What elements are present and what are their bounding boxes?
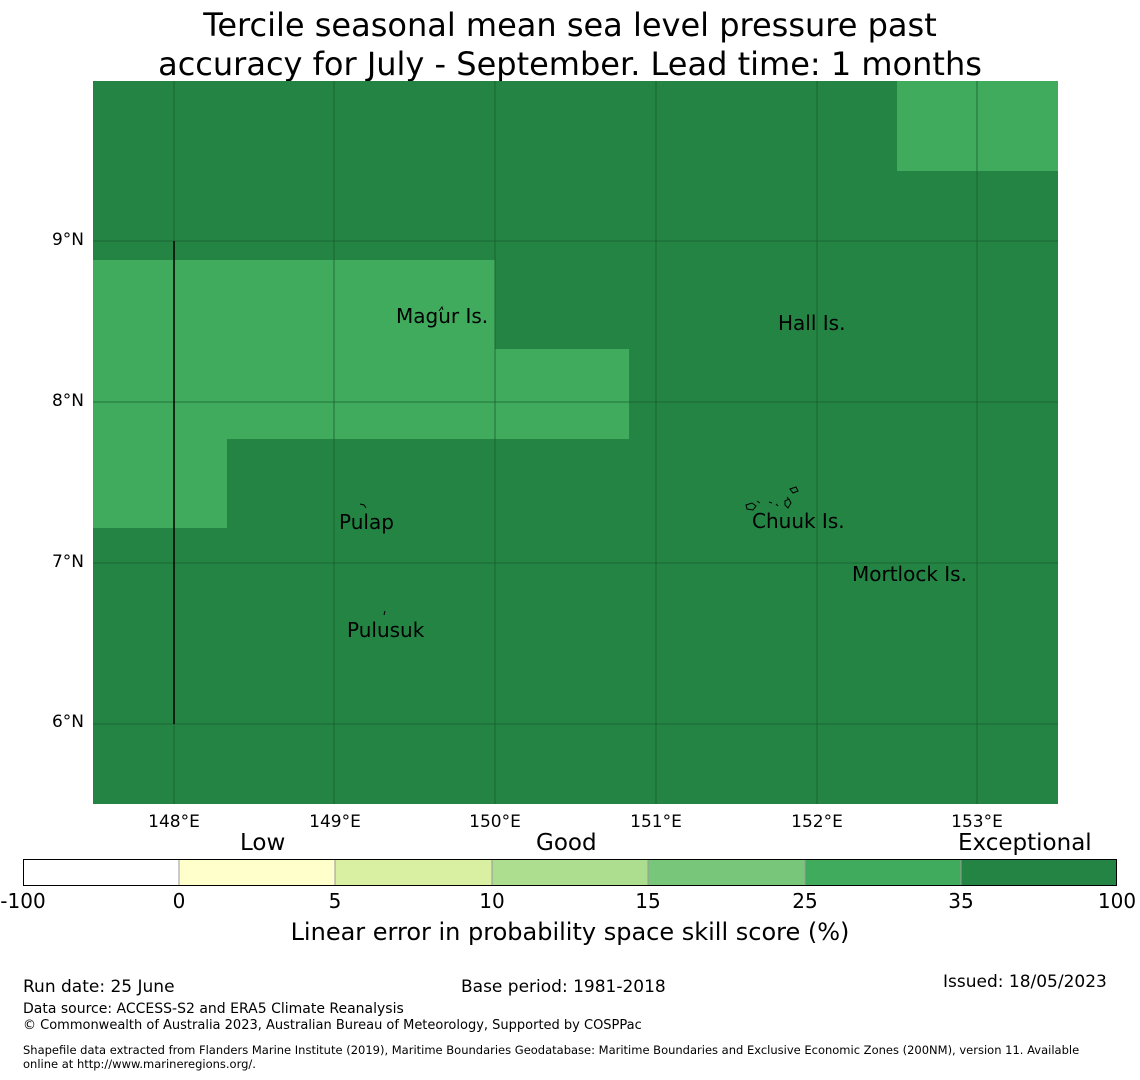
colorbar-label: Linear error in probability space skill … [290,918,850,946]
place-label-chuuk: Chuuk Is. [752,509,845,533]
colorbar-bin-5-10 [335,859,492,886]
legend-category-low: Low [240,830,286,856]
longitude-label-148e: 148°E [148,812,200,832]
place-label-hall: Hall Is. [778,311,846,335]
colorbar-tick-25: 25 [792,889,818,913]
run-date: Run date: 25 June [23,977,175,997]
latitude-label-7n: 7°N [51,552,84,572]
pulusuk-island-outline [383,610,386,616]
colorbar-tick-100: 100 [1097,889,1137,913]
colorbar-bin-10-15 [492,859,648,886]
shapefile-credit-line-2: online at http://www.marineregions.org/. [23,1057,256,1071]
colorbar-tick-0: 0 [172,889,186,913]
map-title-line-2: accuracy for July - September. Lead time… [158,45,982,83]
legend-category-good: Good [536,830,597,856]
colorbar-tick-35: 35 [948,889,974,913]
longitude-label-153e: 153°E [951,812,1003,832]
colorbar-bin-25-35 [805,859,961,886]
base-period: Base period: 1981-2018 [461,977,666,997]
skill-region-exceptional [93,81,1058,804]
place-label-magur: Magur Is. [396,304,489,328]
map-title-line-1: Tercile seasonal mean sea level pressure… [203,6,937,44]
legend-category-exceptional: Exceptional [958,830,1092,856]
place-label-pulap: Pulap [339,510,394,534]
longitude-label-152e: 152°E [791,812,843,832]
place-label-pulusuk: Pulusuk [347,618,425,642]
chuuk-islands-outline [745,486,799,511]
island-outlines [359,305,799,616]
issued-date: Issued: 18/05/2023 [943,972,1107,992]
data-source: Data source: ACCESS-S2 and ERA5 Climate … [23,1001,404,1017]
colorbar-tick-10: 10 [479,889,505,913]
longitude-label-149e: 149°E [309,812,361,832]
copyright-notice: © Commonwealth of Australia 2023, Austra… [23,1018,642,1033]
colorbar-bin-35-100 [961,859,1117,886]
latitude-label-9n: 9°N [51,230,84,250]
colorbar-tick-minus100: -100 [0,889,46,913]
shapefile-credit-line-1: Shapefile data extracted from Flanders M… [23,1043,1080,1057]
colorbar-tick-5: 5 [328,889,342,913]
longitude-label-150e: 150°E [469,812,521,832]
colorbar-bin-minus100-0 [23,859,179,886]
skill-map [93,81,1058,804]
skill-region-very-good-northeast [897,81,1058,171]
longitude-label-151e: 151°E [630,812,682,832]
magur-island-outline [438,305,444,312]
legend-colorbar [23,859,1117,886]
pulap-island-outline [359,503,367,509]
latitude-label-6n: 6°N [51,712,84,732]
place-label-mortlock: Mortlock Is. [852,562,967,586]
colorbar-bin-0-5 [179,859,335,886]
colorbar-tick-15: 15 [635,889,661,913]
colorbar-bin-15-25 [648,859,805,886]
latitude-label-8n: 8°N [51,391,84,411]
